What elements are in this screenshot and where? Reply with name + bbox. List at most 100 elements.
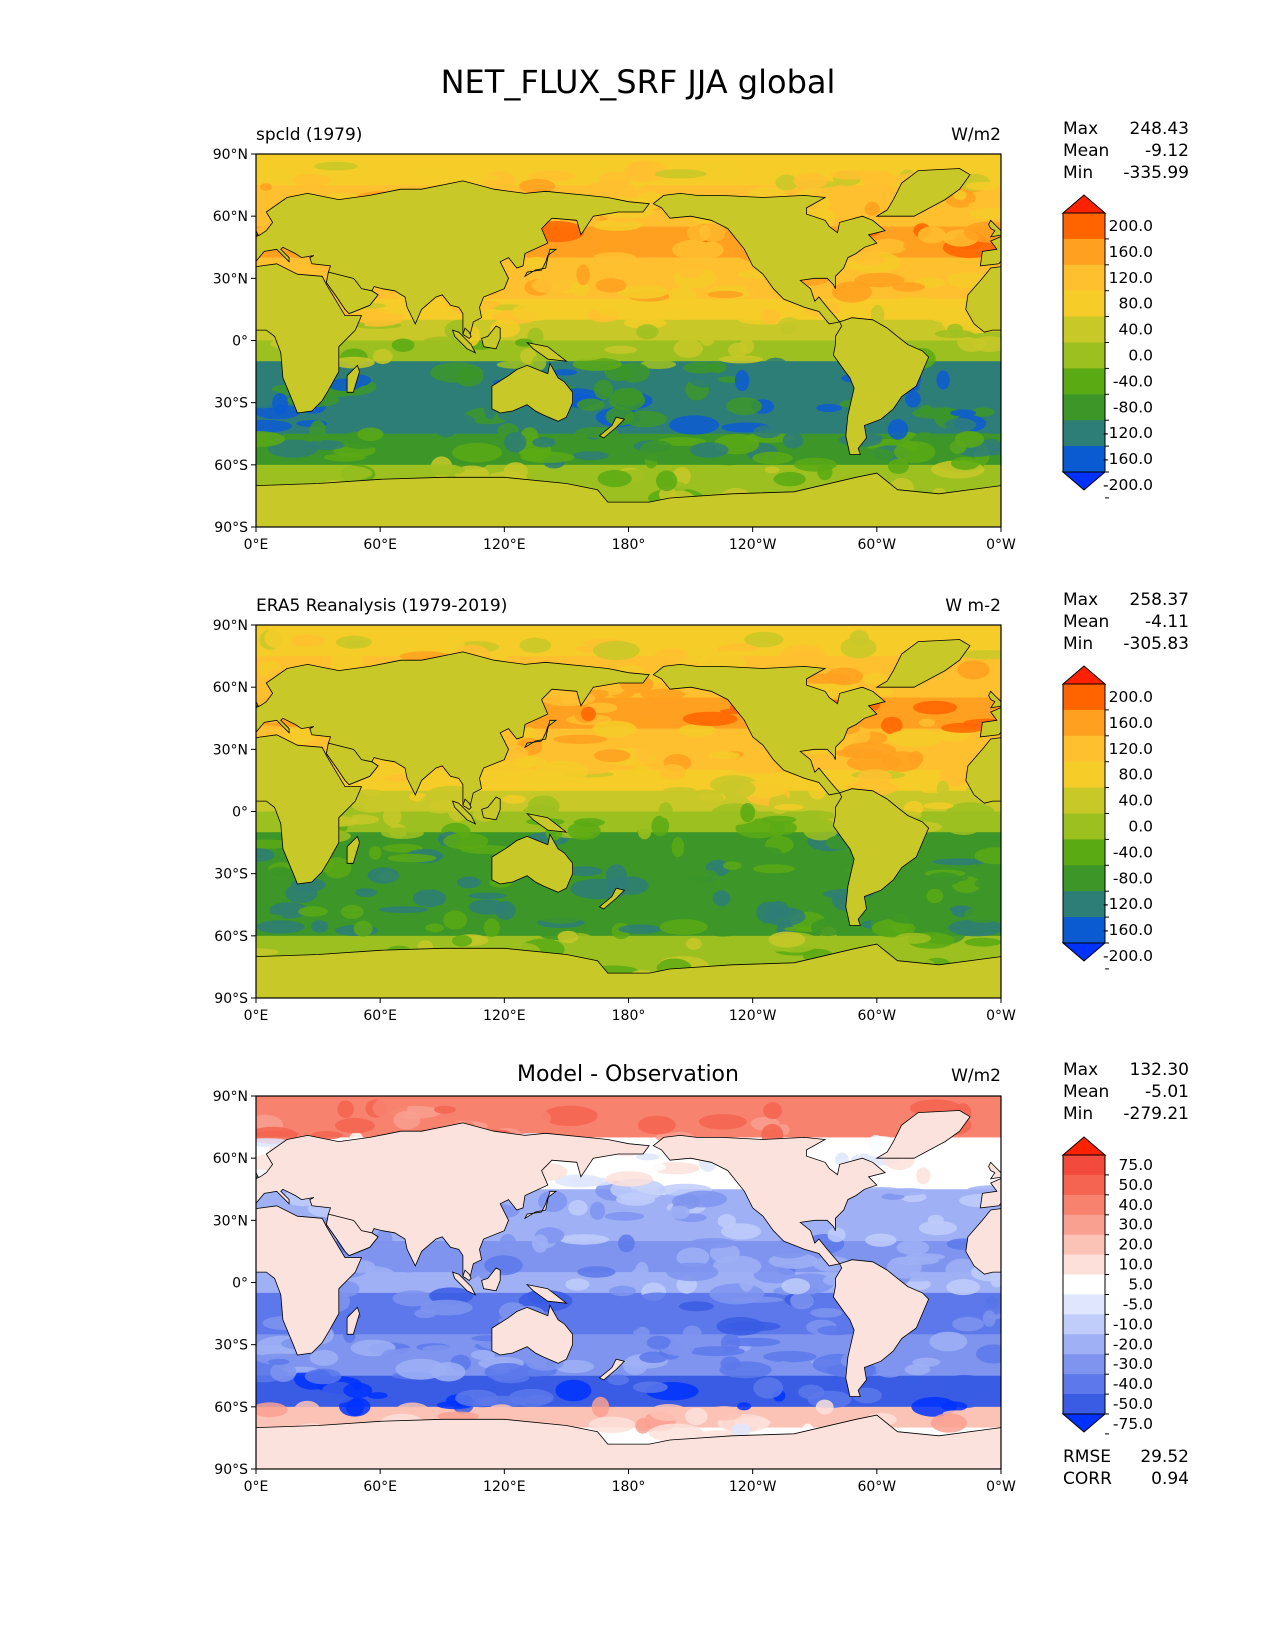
field-patch [802, 818, 839, 841]
field-patch [787, 372, 826, 393]
field-patch [618, 924, 662, 934]
colorbar-label: -120.0 [1103, 895, 1153, 913]
field-patch [699, 160, 742, 181]
field-band [256, 738, 1001, 750]
field-patch [341, 904, 364, 920]
field-patch [572, 451, 609, 461]
colorbar-extend-bottom [1061, 942, 1107, 962]
field-patch [392, 1290, 434, 1307]
field-patch [264, 866, 295, 889]
lat-tick-label: 60°N [213, 680, 248, 696]
field-patch [892, 282, 925, 292]
colorbar-swatch [1063, 839, 1105, 866]
colorbar-swatch [1063, 264, 1105, 292]
field-patch [974, 876, 1001, 891]
colorbar-extend-top [1061, 665, 1107, 685]
field-patch [756, 901, 781, 924]
field-patch [768, 821, 785, 838]
field-patch [567, 1308, 593, 1322]
field-band [256, 247, 1001, 259]
colorbar-difference: 75.0 50.0 40.0 30.0 20.0 10.0 5.0-5.0 -10.0 -20.… [1061, 1136, 1153, 1435]
field-patch [646, 1335, 671, 1350]
stat-min-value: -335.99 [1123, 163, 1189, 183]
colorbar-swatch [1063, 1214, 1105, 1236]
field-patch [425, 923, 445, 933]
stat-max-label: Max [1063, 1060, 1098, 1080]
field-patch [926, 888, 944, 904]
lat-tick-label: 90°N [213, 618, 248, 634]
panel-model: spcld (1979) W/m2 90°N 60°N 30°N 0° 30°S 60°S… [213, 119, 1189, 553]
colorbar-label: 120.0 [1109, 740, 1153, 758]
lon-tick-label: 180° [612, 1479, 646, 1495]
stat-max-label: Max [1063, 590, 1098, 610]
field-patch [509, 921, 528, 928]
field-patch [918, 1220, 958, 1236]
field-patch [542, 1105, 598, 1127]
field-patch [595, 1311, 643, 1334]
field-patch [815, 1399, 834, 1415]
field-patch [435, 389, 474, 407]
field-patch [764, 466, 780, 474]
field-patch [269, 902, 309, 919]
field-patch [519, 637, 552, 654]
lon-tick-label: 0°W [986, 1479, 1016, 1495]
field-patch [317, 185, 331, 197]
field-patch [412, 889, 447, 908]
lat-tick-label: 60°S [214, 458, 248, 474]
colorbar-swatch [1063, 1234, 1105, 1256]
field-patch [604, 345, 638, 354]
field-patch [673, 339, 703, 358]
colorbar-swatch [1063, 865, 1105, 892]
field-patch [719, 779, 756, 799]
field-patch [827, 1227, 846, 1243]
field-patch [557, 930, 579, 944]
colorbar-swatch [1063, 1334, 1105, 1355]
field-patch [375, 1229, 393, 1250]
field-patch [682, 711, 738, 727]
field-patch [698, 324, 716, 347]
lat-tick-label: 0° [232, 1276, 248, 1292]
field-patch [655, 648, 689, 663]
field-patch [917, 226, 946, 244]
coastline-arabia_fix [325, 742, 379, 786]
field-patch [669, 415, 720, 435]
field-patch [975, 1344, 1001, 1364]
field-patch [617, 362, 650, 383]
field-patch [623, 317, 667, 329]
colorbar-label: -200.0 [1103, 947, 1153, 965]
field-patch [527, 170, 576, 182]
field-patch [923, 802, 954, 810]
colorbar-label: 50.0 [1118, 1176, 1153, 1194]
field-patch [476, 774, 506, 783]
colorbar-swatch [1063, 290, 1105, 317]
field-patch [775, 174, 799, 191]
coastline-borneo [481, 325, 501, 350]
field-band [256, 1220, 1001, 1232]
field-patch [434, 1105, 456, 1114]
map-difference [255, 1095, 1002, 1470]
field-patch [618, 1234, 635, 1253]
lon-tick-label: 180° [612, 537, 646, 553]
field-patch [456, 876, 481, 889]
field-patch [782, 1106, 816, 1124]
field-patch [938, 1141, 990, 1150]
field-patch [916, 1167, 931, 1185]
field-patch [378, 906, 429, 913]
field-band [256, 267, 1001, 279]
field-patch [982, 1310, 996, 1327]
field-band [256, 1427, 1001, 1439]
field-patch [753, 1267, 796, 1284]
field-patch [576, 398, 605, 411]
field-patch [678, 1301, 714, 1312]
field-patch [391, 338, 415, 352]
lon-tick-label: 120°E [483, 1479, 526, 1495]
field-band [256, 1116, 1001, 1128]
field-patch [526, 256, 548, 271]
field-patch [887, 419, 909, 440]
field-patch [660, 307, 696, 320]
field-patch [598, 171, 632, 190]
field-patch [974, 847, 1001, 865]
field-patch [270, 1362, 297, 1382]
map-model [255, 153, 1002, 528]
field-patch [304, 1368, 342, 1385]
